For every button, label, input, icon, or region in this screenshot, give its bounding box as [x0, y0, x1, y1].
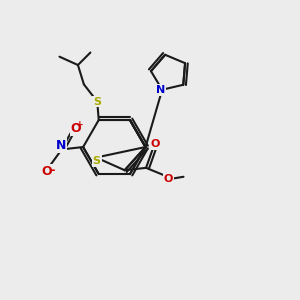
Text: O: O: [164, 173, 173, 184]
Text: S: S: [93, 97, 101, 106]
Text: N: N: [156, 85, 166, 95]
Text: S: S: [93, 156, 101, 166]
Text: +: +: [76, 120, 83, 129]
Text: N: N: [56, 139, 66, 152]
Text: O: O: [151, 139, 160, 149]
Text: O: O: [71, 122, 81, 135]
Text: O: O: [42, 165, 52, 178]
Text: -: -: [50, 164, 55, 177]
